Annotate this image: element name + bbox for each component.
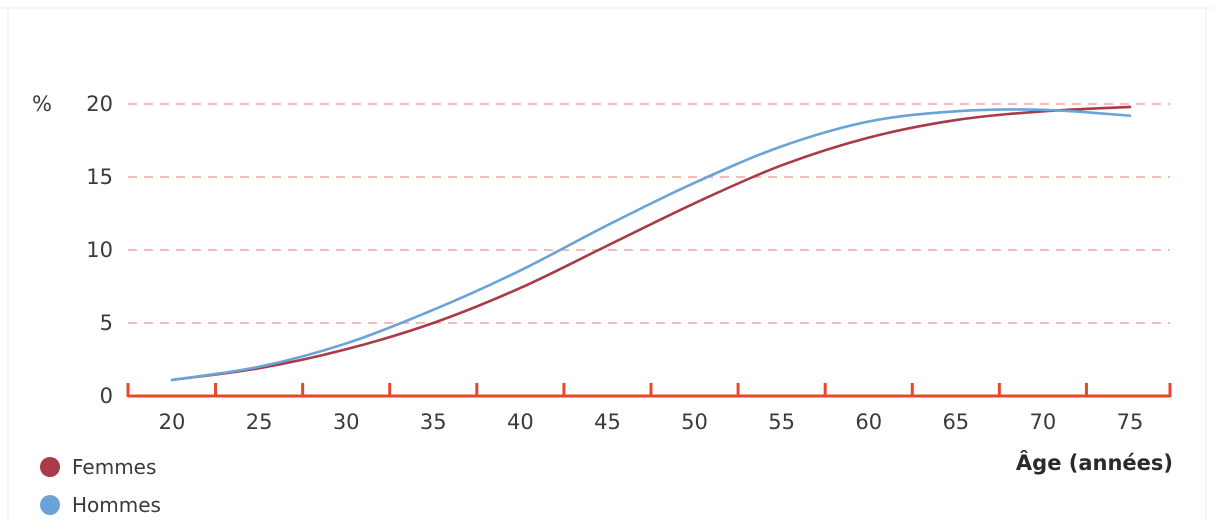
y-tick-label-2: 10 [86, 238, 113, 262]
legend-label-femmes: Femmes [72, 455, 156, 479]
x-tick-label-4: 40 [507, 410, 534, 434]
gridlines [128, 104, 1170, 323]
y-tick-label-4: 20 [86, 92, 113, 116]
x-tick-label-1: 25 [246, 410, 273, 434]
series-line-femmes [172, 107, 1130, 380]
series-line-hommes [172, 109, 1130, 379]
x-tick-label-7: 55 [768, 410, 795, 434]
y-tick-label-0: 0 [100, 384, 113, 408]
legend-label-hommes: Hommes [72, 493, 161, 517]
legend-marker-hommes [40, 495, 60, 515]
x-tick-label-8: 60 [855, 410, 882, 434]
x-tick-label-0: 20 [159, 410, 186, 434]
series-lines [172, 107, 1130, 380]
x-tick-label-6: 50 [681, 410, 708, 434]
x-tick-label-3: 35 [420, 410, 447, 434]
y-axis-tick-labels: 0 5 10 15 20 [86, 92, 113, 408]
y-axis-label: % [32, 92, 52, 116]
y-tick-label-3: 15 [86, 165, 113, 189]
x-tick-label-11: 75 [1117, 410, 1144, 434]
legend: Femmes Hommes [40, 455, 161, 517]
x-tick-label-2: 30 [333, 410, 360, 434]
legend-marker-femmes [40, 457, 60, 477]
x-tick-label-5: 45 [594, 410, 621, 434]
x-axis-label: Âge (années) [1016, 450, 1173, 475]
x-tick-label-9: 65 [942, 410, 969, 434]
x-tick-label-10: 70 [1030, 410, 1057, 434]
y-tick-label-1: 5 [100, 311, 113, 335]
x-axis-tick-labels: 20 25 30 35 40 45 50 55 60 65 70 75 [159, 410, 1144, 434]
